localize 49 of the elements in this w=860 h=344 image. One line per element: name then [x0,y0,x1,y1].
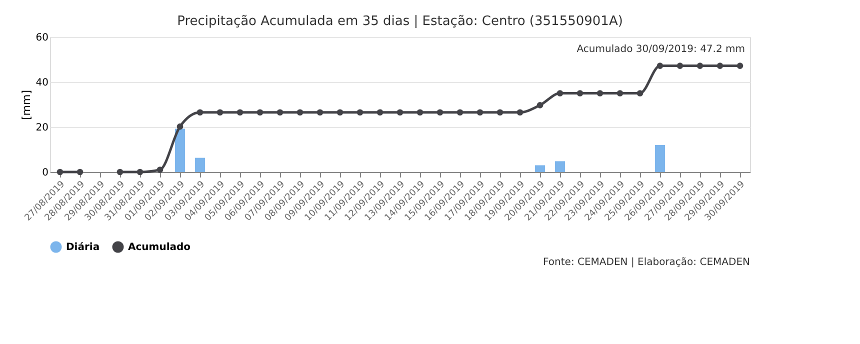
bar [175,128,185,172]
y-tick-label: 0 [42,168,48,178]
point [376,109,384,116]
point [76,168,84,176]
point [616,90,624,96]
bar [195,158,205,172]
point [136,168,144,176]
y-tick-label: 60 [36,32,48,44]
point [476,109,484,116]
point [336,109,344,116]
point [116,168,124,176]
point [276,109,284,116]
point [196,109,204,116]
y-tick-label: 40 [36,78,48,88]
point [556,90,564,96]
point [436,109,444,116]
point [676,62,684,69]
point [156,166,164,173]
point [596,90,604,96]
chart-title: Precipitação Acumulada em 35 dias | Estação: Centro (351550901A) [177,14,623,29]
point [516,109,524,116]
bar [535,165,545,172]
point [296,109,304,116]
point [396,109,404,116]
legend-label: Acumulado [128,242,191,253]
point [656,62,664,69]
point [356,109,364,116]
point [316,109,324,116]
point [576,90,584,96]
point [496,109,504,116]
annotation: Acumulado 30/09/2019: 47.2 mm [576,44,745,55]
legend-label: Diária [66,242,100,253]
point [736,62,744,69]
point [56,168,64,176]
point [216,109,224,116]
bar [655,145,665,172]
point [456,109,464,116]
point [176,123,184,130]
bar [555,161,565,172]
y-tick-label: 20 [36,122,48,134]
source-note: Fonte: CEMADEN | Elaboração: CEMADEN [543,257,750,268]
y-axis-title: [mm] [20,90,33,120]
point [256,109,264,116]
point [416,109,424,116]
point [636,90,644,96]
point [696,62,704,69]
point [236,109,244,116]
point [716,62,724,69]
point [536,102,544,108]
